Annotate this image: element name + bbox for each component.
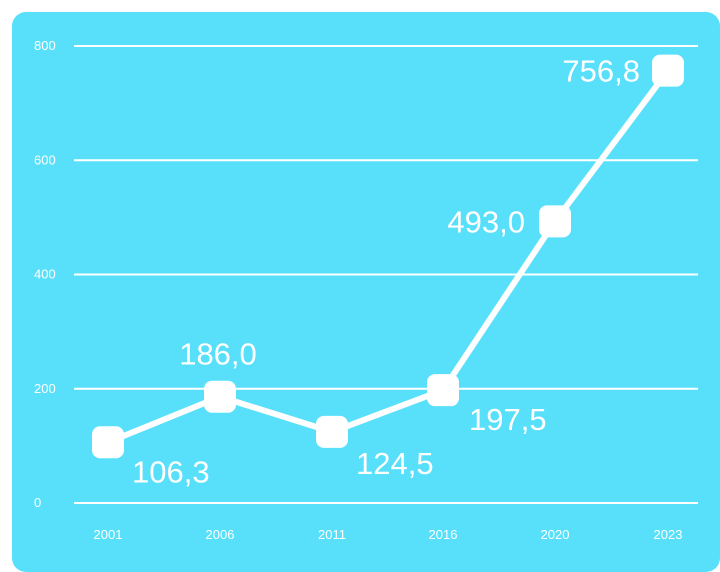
data-points xyxy=(92,54,684,459)
y-tick-label: 0 xyxy=(34,495,41,510)
x-tick-label: 2006 xyxy=(206,527,235,542)
y-axis: 0 200 400 600 800 xyxy=(34,38,56,510)
data-point-marker xyxy=(92,426,124,459)
y-tick-label: 200 xyxy=(34,381,56,396)
x-tick-label: 2016 xyxy=(429,527,458,542)
y-tick-label: 800 xyxy=(34,38,56,53)
data-label: 186,0 xyxy=(179,337,257,372)
x-tick-label: 2020 xyxy=(541,527,570,542)
data-point-marker xyxy=(652,54,684,87)
data-labels: 106,3 186,0 124,5 197,5 493,0 756,8 xyxy=(132,54,640,490)
data-label: 493,0 xyxy=(447,204,525,239)
x-tick-label: 2023 xyxy=(654,527,683,542)
chart-panel xyxy=(12,12,720,572)
data-point-marker xyxy=(204,380,236,413)
y-tick-label: 600 xyxy=(34,152,56,167)
series-line-group xyxy=(105,67,671,446)
data-point-marker xyxy=(316,415,348,448)
data-point-marker xyxy=(539,205,571,238)
data-label: 124,5 xyxy=(356,446,434,481)
data-point-marker xyxy=(427,374,459,407)
data-label: 106,3 xyxy=(132,454,210,489)
data-label: 756,8 xyxy=(562,54,640,89)
x-tick-label: 2011 xyxy=(318,527,346,542)
x-tick-label: 2001 xyxy=(94,527,123,542)
gridlines xyxy=(74,45,698,504)
y-tick-label: 400 xyxy=(34,267,56,282)
data-label: 197,5 xyxy=(469,402,547,437)
series-line xyxy=(105,67,671,446)
x-axis: 2001 2006 2011 2016 2020 2023 xyxy=(94,527,683,542)
